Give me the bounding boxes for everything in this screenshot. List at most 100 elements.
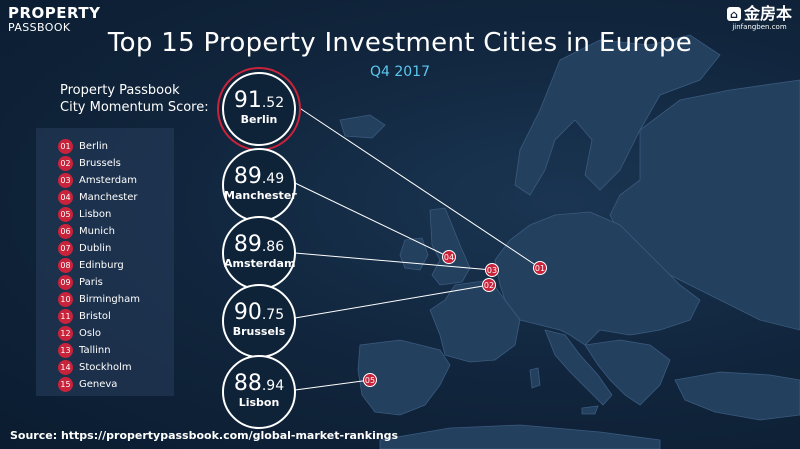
iceland-shape — [339, 114, 386, 139]
connector-lisbon — [294, 379, 371, 391]
score-label-line1: Property Passbook — [60, 83, 180, 98]
rank-badge: 03 — [58, 172, 73, 188]
map-marker-lisbon: 05 — [363, 373, 377, 387]
chart-subtitle: Q4 2017 — [369, 64, 430, 80]
rank-badge: 01 — [58, 138, 73, 154]
partner-url: jinfangben.com — [732, 23, 787, 31]
legend-item: 13 Tallinn — [58, 342, 111, 358]
connector-brussels — [294, 284, 490, 319]
legend-item: 04 Manchester — [58, 189, 137, 205]
connector-amsterdam — [294, 252, 493, 271]
legend-item: 02 Brussels — [58, 155, 121, 171]
score-label: Property Passbook City Momentum Score: — [60, 82, 209, 116]
rank-badge: 10 — [58, 291, 73, 307]
legend-city-name: Tallinn — [79, 344, 111, 356]
rank-badge: 09 — [58, 274, 73, 290]
ranking-legend: 01 Berlin 02 Brussels 03 Amsterdam 04 Mancheste… — [36, 128, 174, 396]
score-city-name: Lisbon — [238, 396, 280, 409]
legend-item: 09 Paris — [58, 274, 103, 290]
rank-badge: 06 — [58, 223, 73, 239]
score-label-line2: City Momentum Score: — [60, 100, 209, 115]
rank-badge: 15 — [58, 376, 73, 392]
jinfangben-logo: ⌂ 金房本 jinfangben.com — [726, 4, 792, 31]
score-city-name: Berlin — [240, 113, 278, 126]
score-circle-manchester: 89.49 Manchester — [222, 148, 297, 222]
sicily-shape — [581, 405, 599, 415]
legend-item: 14 Stockholm — [58, 359, 132, 375]
scandinavia-shape — [514, 34, 721, 196]
france-shape — [429, 279, 521, 363]
ireland-shape — [399, 237, 429, 271]
connector-berlin — [294, 104, 541, 269]
map-marker-brussels: 02 — [482, 278, 496, 292]
source-note: Source: https://propertypassbook.com/glo… — [10, 429, 399, 442]
legend-item: 03 Amsterdam — [58, 172, 137, 188]
connector-manchester — [294, 182, 450, 258]
rank-badge: 07 — [58, 240, 73, 256]
rank-badge: 02 — [58, 155, 73, 171]
score-decimal: .52 — [261, 95, 285, 111]
central-europe-shape — [494, 211, 701, 346]
score-city-name: Brussels — [232, 325, 286, 338]
legend-city-name: Birmingham — [79, 293, 140, 305]
score-decimal: .75 — [261, 307, 285, 323]
legend-item: 06 Munich — [58, 223, 115, 239]
score-value: 89.49 — [224, 166, 294, 188]
great-britain-shape — [429, 207, 471, 286]
legend-item: 10 Birmingham — [58, 291, 140, 307]
score-circle-amsterdam: 89.86 Amsterdam — [222, 216, 296, 290]
legend-city-name: Edinburg — [79, 259, 124, 271]
north-africa-shape — [379, 424, 661, 449]
map-marker-amsterdam: 03 — [485, 263, 499, 277]
score-decimal: .94 — [261, 378, 285, 394]
legend-city-name: Stockholm — [79, 361, 132, 373]
legend-city-name: Munich — [79, 225, 115, 237]
legend-item: 12 Oslo — [58, 325, 101, 341]
legend-city-name: Lisbon — [79, 208, 112, 220]
score-value: 90.75 — [224, 302, 294, 324]
legend-city-name: Geneva — [79, 378, 118, 390]
partner-name: 金房本 — [743, 4, 792, 23]
italy-shape — [544, 329, 613, 406]
connector-lines — [294, 104, 541, 391]
legend-item: 15 Geneva — [58, 376, 117, 392]
rank-badge: 11 — [58, 308, 73, 324]
score-value: 88.94 — [224, 373, 294, 395]
score-value: 91.52 — [224, 90, 294, 112]
score-circle-berlin: 91.52 Berlin — [222, 72, 296, 146]
house-icon: ⌂ — [726, 7, 741, 21]
score-city-name: Manchester — [224, 189, 297, 202]
score-whole: 91 — [233, 88, 262, 113]
rank-badge: 04 — [58, 189, 73, 205]
score-decimal: .86 — [261, 239, 285, 255]
rank-badge: 14 — [58, 359, 73, 375]
map-marker-berlin: 01 — [533, 261, 547, 275]
logo-line1: PROPERTY — [8, 4, 101, 22]
score-circle-lisbon: 88.94 Lisbon — [222, 355, 296, 429]
legend-city-name: Brussels — [79, 157, 121, 169]
rank-badge: 08 — [58, 257, 73, 273]
iberia-shape — [357, 339, 451, 416]
legend-city-name: Bristol — [79, 310, 111, 322]
balkans-shape — [584, 339, 671, 406]
legend-city-name: Berlin — [79, 140, 109, 152]
legend-item: 07 Dublin — [58, 240, 111, 256]
legend-city-name: Oslo — [79, 327, 101, 339]
score-whole: 89 — [233, 164, 262, 189]
rank-badge: 05 — [58, 206, 73, 222]
logo-line2: PASSBOOK — [8, 21, 71, 34]
legend-city-name: Paris — [79, 276, 103, 288]
score-whole: 88 — [233, 371, 262, 396]
rank-badge: 13 — [58, 342, 73, 358]
legend-city-name: Amsterdam — [79, 174, 138, 186]
score-circle-brussels: 90.75 Brussels — [222, 284, 296, 358]
legend-city-name: Dublin — [79, 242, 112, 254]
score-whole: 90 — [233, 300, 262, 325]
legend-item: 05 Lisbon — [58, 206, 111, 222]
property-passbook-logo: PROPERTY PASSBOOK — [8, 4, 101, 34]
map-marker-manchester: 04 — [442, 250, 456, 264]
legend-item: 11 Bristol — [58, 308, 111, 324]
score-decimal: .49 — [261, 171, 285, 187]
